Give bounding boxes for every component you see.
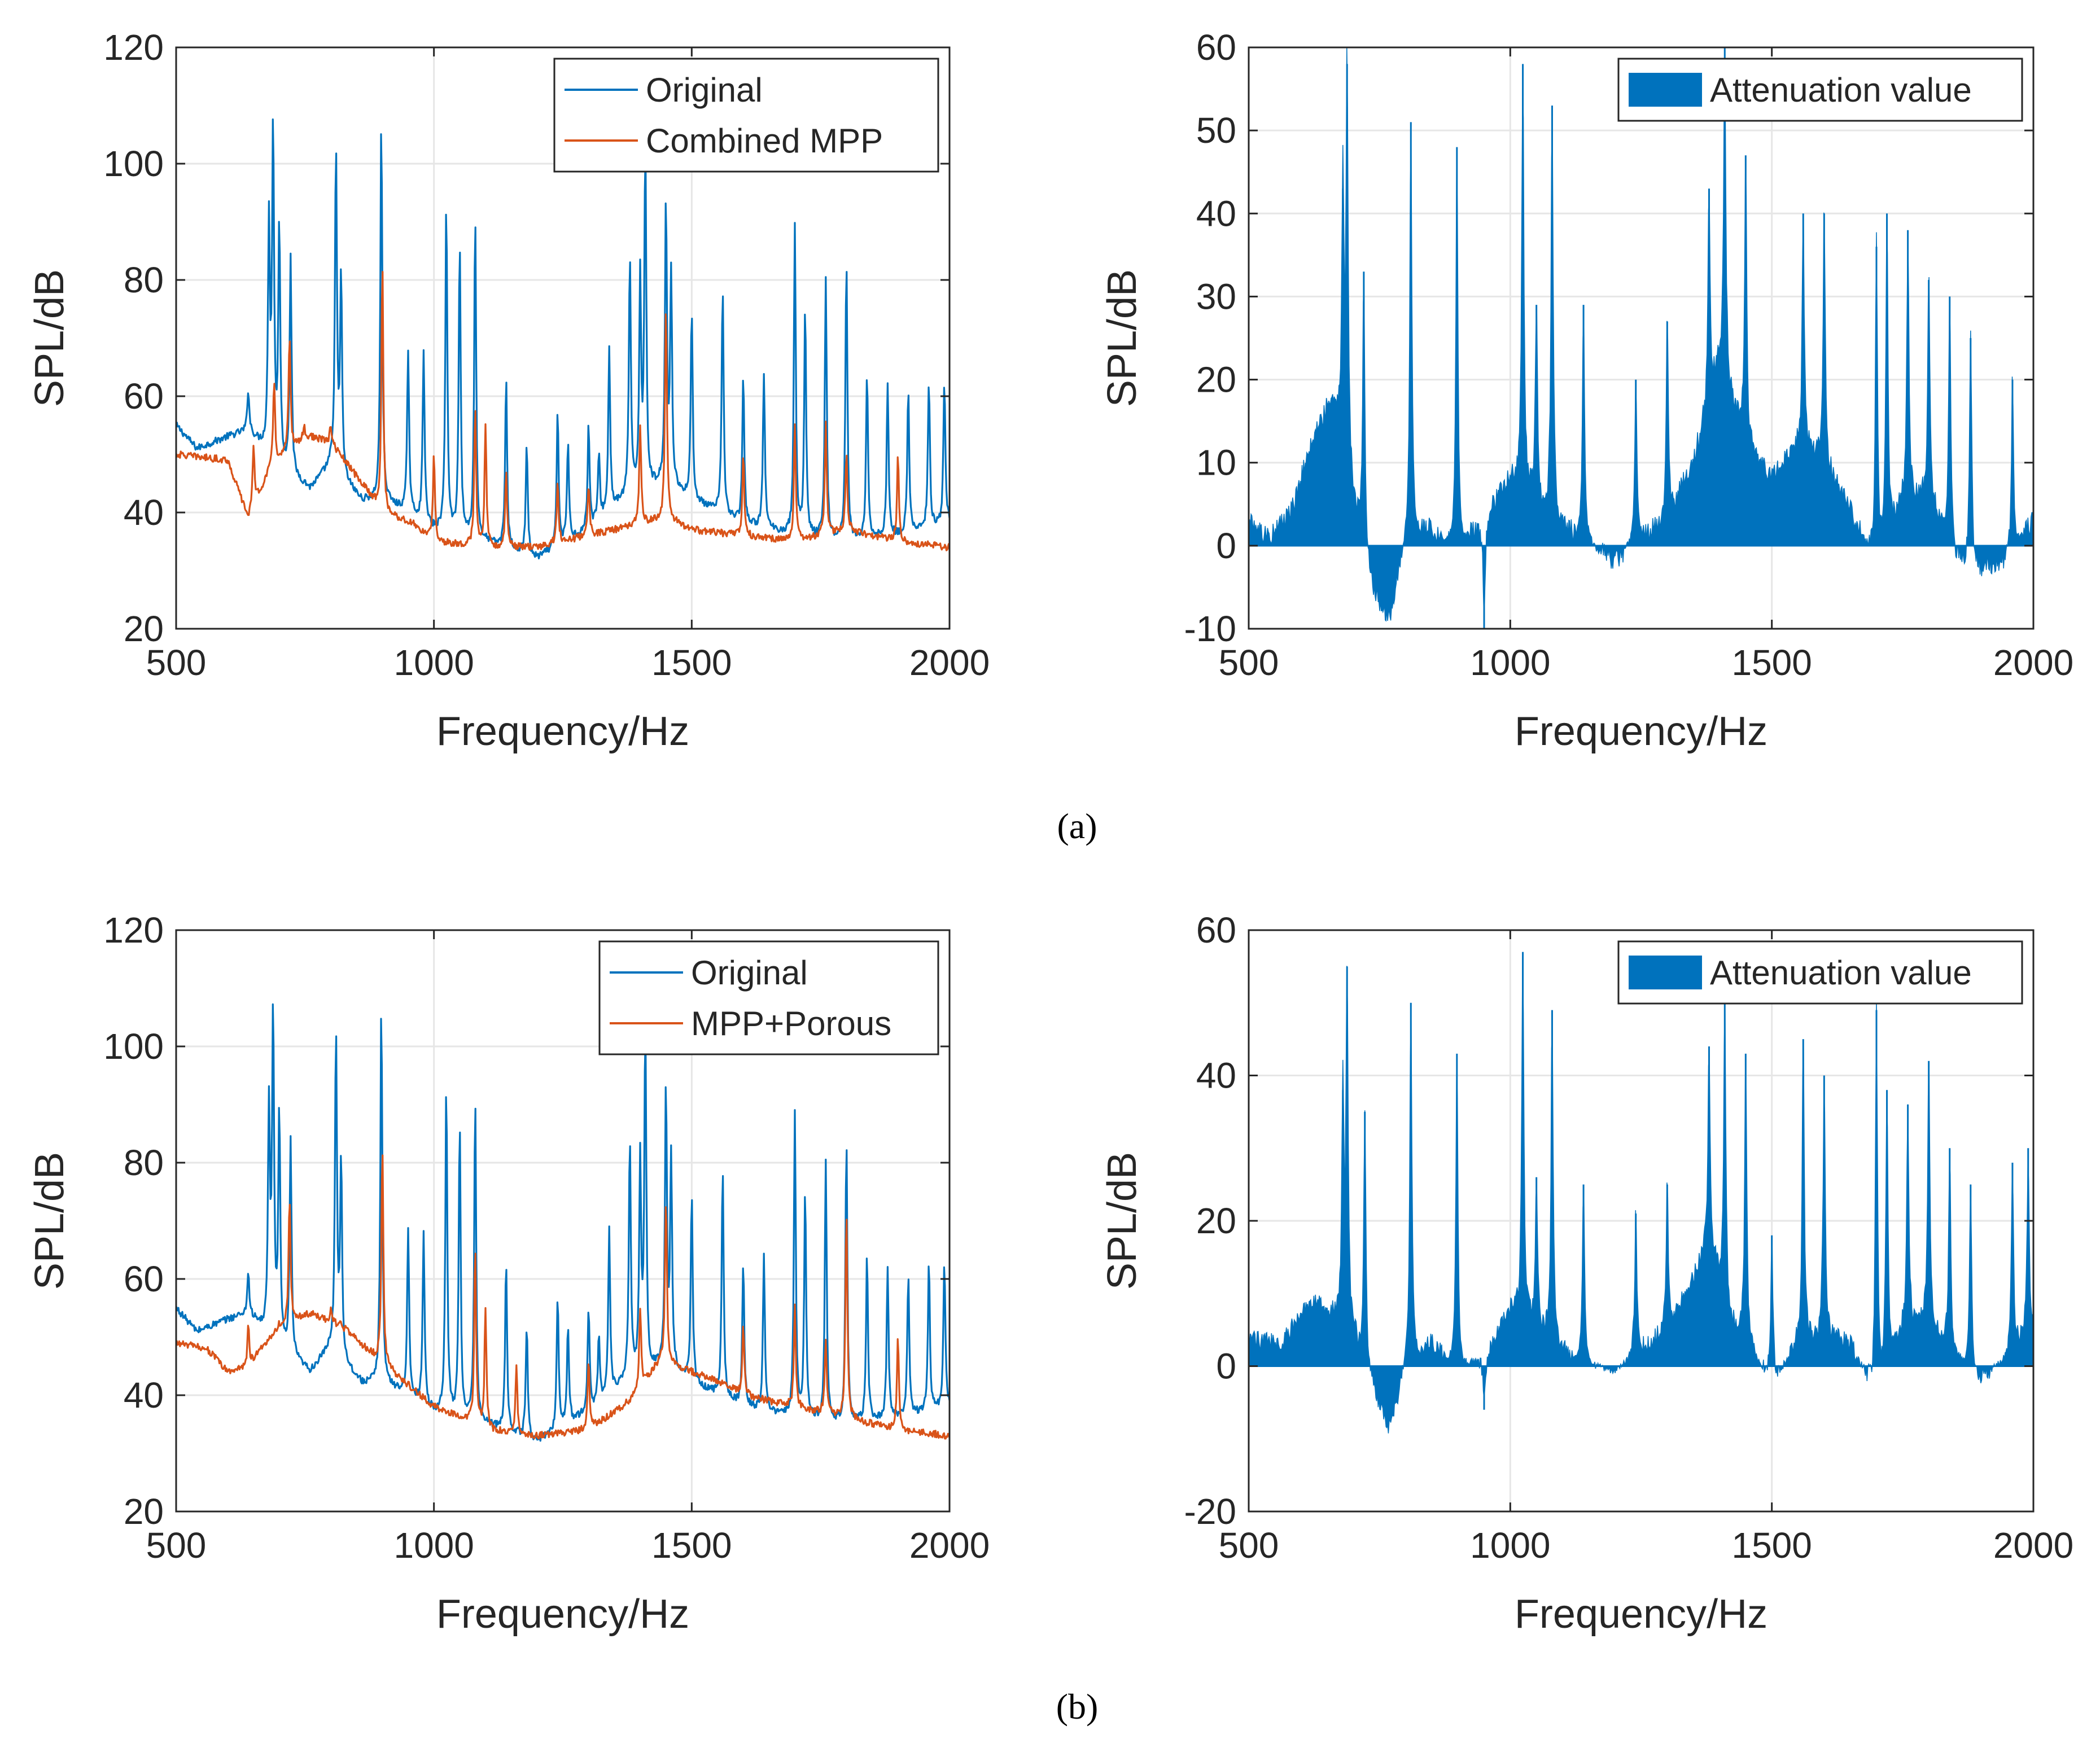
chart-b-left-legend-label-1: MPP+Porous: [691, 1005, 891, 1042]
chart-a-left-ytick-label-100: 100: [103, 143, 164, 184]
chart-b-right-data: [1249, 952, 2033, 1434]
chart-a-right-xlabel: Frequency/Hz: [1515, 709, 1768, 754]
chart-b-left-ytick-label-80: 80: [124, 1142, 164, 1183]
chart-a-left-legend: Original Combined MPP: [553, 58, 939, 173]
chart-a-left-legend-label-0: Original: [646, 71, 763, 109]
chart-b-left-xtick-label-2000: 2000: [909, 1525, 990, 1566]
chart-b-right-ytick-label--20: -20: [1184, 1491, 1237, 1532]
chart-b-right-xtick-label-1000: 1000: [1470, 1525, 1550, 1566]
chart-b-left-ytick-label-100: 100: [103, 1026, 164, 1067]
chart-a-left-xtick-label-1000: 1000: [393, 642, 474, 683]
chart-b-left-xlabel: Frequency/Hz: [436, 1592, 689, 1637]
chart-a-left-legend-box: [553, 58, 939, 173]
caption-a: (a): [1057, 806, 1097, 846]
chart-b-left-xtick-label-1500: 1500: [651, 1525, 732, 1566]
chart-a-right-xtick-label-1500: 1500: [1731, 642, 1812, 683]
chart-b-left-legend-label-0: Original: [691, 954, 808, 992]
chart-a-left-data: [176, 118, 950, 560]
chart-a-right-ytick-label-60: 60: [1196, 27, 1236, 68]
chart-b-left-ytick-label-120: 120: [103, 910, 164, 950]
chart-a-right-legend: Attenuation value: [1617, 58, 2023, 122]
chart-b-left-series-1: [176, 1154, 950, 1440]
chart-b-left-xtick-label-500: 500: [146, 1525, 207, 1566]
chart-b-spl-comparison: 500 1000 1500 2000 20 40 60 80 100 120 Frequency/H…: [27, 910, 990, 1637]
chart-a-left-ytick-label-60: 60: [124, 376, 164, 417]
chart-a-left-ytick-label-80: 80: [124, 260, 164, 300]
chart-a-spl-comparison: 500 1000 1500 2000 20 40 60 80 100 120 Frequency/H…: [27, 27, 990, 754]
chart-a-left-ytick-label-120: 120: [103, 27, 164, 68]
chart-b-right-xtick-label-1500: 1500: [1731, 1525, 1812, 1566]
chart-b-left-legend-box: [598, 940, 939, 1055]
chart-a-right-data: [1249, 47, 2033, 629]
chart-b-right-ytick-label-0: 0: [1216, 1346, 1236, 1387]
chart-b-right-xtick-label-2000: 2000: [1993, 1525, 2073, 1566]
chart-a-left-axes-box: [175, 46, 951, 630]
chart-a-left-xtick-label-1500: 1500: [651, 642, 732, 683]
chart-a-left-ytick-label-40: 40: [124, 492, 164, 533]
chart-a-right-legend-swatch-0: [1629, 73, 1702, 107]
chart-a-right-ytick-label-30: 30: [1196, 276, 1236, 317]
chart-b-right-legend: Attenuation value: [1617, 940, 2023, 1005]
chart-b-right-ytick-label-60: 60: [1196, 910, 1236, 950]
chart-a-left-xtick-label-2000: 2000: [909, 642, 990, 683]
chart-b-right-xlabel: Frequency/Hz: [1515, 1592, 1768, 1637]
chart-a-left-xlabel: Frequency/Hz: [436, 709, 689, 754]
chart-a-left-ylabel: SPL/dB: [27, 269, 72, 407]
chart-b-right-legend-label-0: Attenuation value: [1710, 954, 1972, 992]
chart-a-left-series-1: [176, 271, 950, 551]
chart-a-left-legend-label-1: Combined MPP: [646, 122, 883, 160]
chart-a-right-ytick-label--10: -10: [1184, 608, 1237, 649]
chart-a-attenuation: 500 1000 1500 2000 -10 0 10 20 30 40 50 60 Frequency…: [1100, 27, 2073, 754]
chart-a-left-ytick-label-20: 20: [124, 608, 164, 649]
chart-a-right-ylabel: SPL/dB: [1100, 269, 1145, 407]
chart-b-left-ytick-label-40: 40: [124, 1375, 164, 1416]
chart-b-left-ytick-label-60: 60: [124, 1259, 164, 1299]
chart-b-left-ylabel: SPL/dB: [27, 1152, 72, 1290]
chart-b-right-ytick-label-20: 20: [1196, 1200, 1236, 1241]
caption-b: (b): [1056, 1686, 1099, 1727]
chart-a-right-area: [1249, 47, 2033, 623]
chart-b-left-legend: Original MPP+Porous: [598, 940, 939, 1055]
chart-a-right-xtick-label-2000: 2000: [1993, 642, 2073, 683]
chart-a-right-xtick-label-500: 500: [1219, 642, 1279, 683]
chart-b-right-xtick-label-500: 500: [1219, 1525, 1279, 1566]
chart-a-right-legend-label-0: Attenuation value: [1710, 71, 1972, 109]
chart-a-right-ytick-label-50: 50: [1196, 110, 1236, 151]
chart-b-left-data: [176, 1003, 950, 1442]
chart-b-left-axes-box: [175, 929, 951, 1513]
chart-b-right-ylabel: SPL/dB: [1100, 1152, 1145, 1290]
chart-a-right-axes-box: [1248, 46, 2035, 630]
chart-a-right-ytick-label-40: 40: [1196, 193, 1236, 234]
chart-a-left-series-0: [176, 118, 950, 560]
chart-b-left-ytick-label-20: 20: [124, 1491, 164, 1532]
chart-a-right-ytick-label-0: 0: [1216, 525, 1236, 566]
chart-b-attenuation: 500 1000 1500 2000 -20 0 20 40 60 Frequency/Hz SPL…: [1100, 910, 2073, 1637]
chart-a-left-xtick-label-500: 500: [146, 642, 207, 683]
chart-a-right-xtick-label-1000: 1000: [1470, 642, 1550, 683]
chart-b-right-ytick-label-40: 40: [1196, 1055, 1236, 1096]
chart-b-right-legend-swatch-0: [1629, 956, 1702, 989]
chart-a-right-ytick-label-10: 10: [1196, 442, 1236, 483]
chart-b-left-xtick-label-1000: 1000: [393, 1525, 474, 1566]
chart-a-right-ytick-label-20: 20: [1196, 360, 1236, 400]
